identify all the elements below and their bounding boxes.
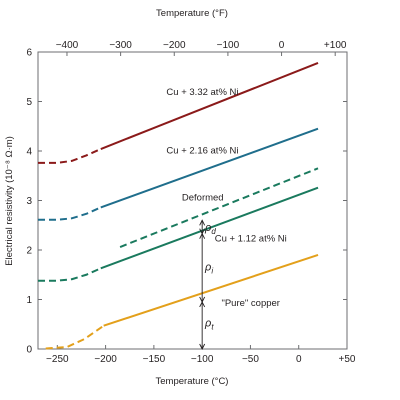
arrowhead-down [199,296,206,303]
y-tick-label: 6 [26,48,32,59]
series-line-pure-copper [103,254,319,327]
y-tick-label: 0 [26,345,32,356]
top-tick-label: 0 [279,40,285,51]
series-line-dashed-deformed [119,167,319,248]
y-tick-label: 1 [26,295,32,306]
rho-subscript: t [211,323,214,332]
arrowhead-up [199,219,206,226]
x-tick-label: −100 [191,354,214,365]
x-tick-label: −200 [94,354,117,365]
top-axis-ticks: −400 −300 −200 −100 0 +100 [56,40,347,56]
series-line-dashed-cu-1-12-at-ni [38,267,102,282]
x-axis-title-bottom: Temperature (°C) [156,376,229,387]
series-line-cu-2-16-at-ni [100,127,319,209]
y-tick-label: 4 [26,147,32,158]
series-line-dashed-pure-copper [45,324,105,350]
rho-subscript: d [211,227,216,236]
series-line-dashed-cu-2-16-at-ni [38,206,102,221]
top-tick-label: −400 [56,40,79,51]
series-layer [38,61,319,350]
top-tick-label: −200 [163,40,186,51]
label-layer: Cu + 3.32 at% Ni Cu + 2.16 at% Ni Deformed… [166,87,286,309]
top-tick-label: −100 [217,40,240,51]
series-line-cu-1-12-at-ni [100,186,319,270]
y-tick-label: 3 [26,196,32,207]
series-label: Cu + 3.32 at% Ni [166,87,238,98]
y-tick-label: 5 [26,97,32,108]
rho-subscript: i [211,266,213,275]
bottom-axis-ticks: −250 −200 −150 −100 −50 0 +50 [46,345,356,365]
series-line-cu-3-32-at-ni [100,61,319,150]
x-axis-title-top: Temperature (°F) [156,8,228,19]
rho-i-label: ρi [204,261,213,275]
x-tick-label: +50 [339,354,356,365]
y-tick-label: 2 [26,246,32,257]
top-tick-label: +100 [324,40,347,51]
x-tick-label: −50 [242,354,259,365]
series-line-dashed-cu-3-32-at-ni [38,148,102,164]
arrowhead-down [199,343,206,351]
series-label: Cu + 2.16 at% Ni [166,145,238,156]
left-axis-ticks: 0 1 2 3 4 5 6 [26,48,347,356]
x-tick-label: −250 [46,354,69,365]
x-tick-label: 0 [296,354,302,365]
arrowhead-down [199,228,206,235]
series-label: "Pure" copper [221,298,280,309]
series-label: Deformed [182,193,224,204]
y-axis-title: Electrical resistivity (10⁻⁸ Ω·m) [4,136,15,266]
rho-t-label: ρt [204,318,214,332]
x-tick-label: −150 [143,354,166,365]
series-label: Cu + 1.12 at% Ni [215,234,287,245]
top-tick-label: −300 [109,40,132,51]
